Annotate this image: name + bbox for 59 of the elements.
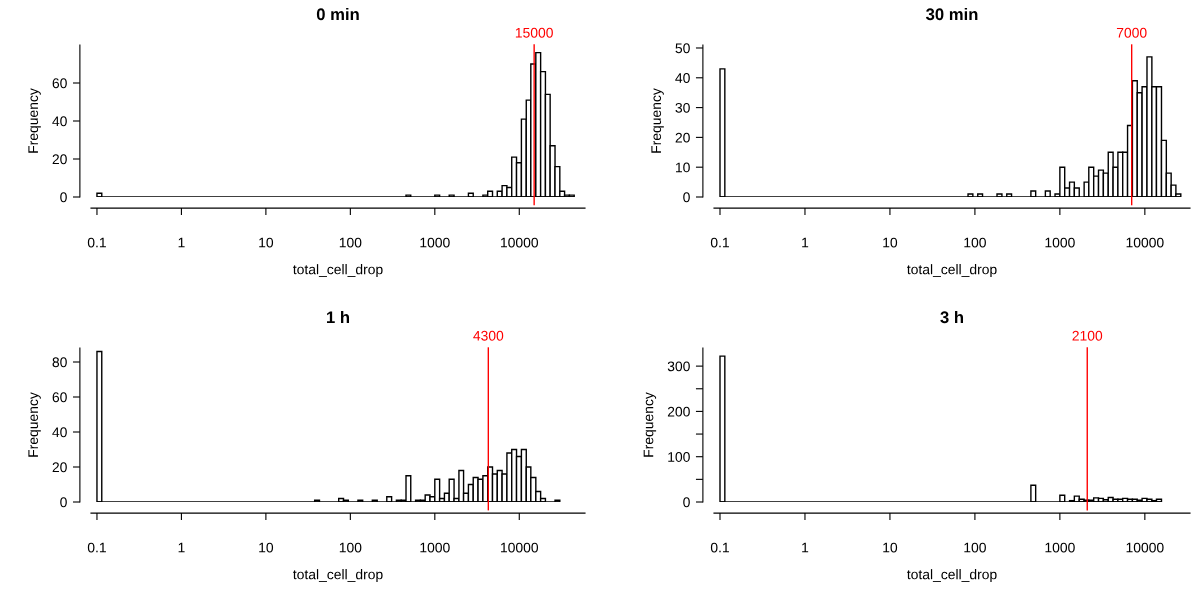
y-tick-label: 40 (52, 427, 67, 438)
y-axis-title: Frequency (651, 88, 664, 153)
y-axis-title: Frequency (28, 88, 41, 153)
x-tick-label: 1 (178, 542, 185, 553)
y-tick-label: 80 (52, 357, 67, 368)
x-tick-label: 10 (883, 542, 898, 553)
y-tick-label: 40 (675, 73, 690, 83)
y-tick-label: 0 (683, 192, 690, 203)
x-tick-label: 0.1 (87, 542, 106, 553)
y-tick-label: 60 (52, 78, 67, 89)
y-tick-label: 0 (683, 497, 690, 508)
x-tick-label: 10 (259, 237, 274, 248)
ref-line-label: 15000 (515, 27, 553, 38)
y-tick-label: 200 (667, 406, 690, 417)
x-axis-title: total_cell_drop (293, 569, 383, 583)
y-axis-title: Frequency (28, 392, 41, 457)
x-tick-label: 0.1 (87, 237, 106, 248)
x-axis-title: total_cell_drop (907, 569, 997, 583)
x-tick-label: 1000 (1045, 237, 1075, 248)
chart-title: 30 min (925, 7, 978, 21)
x-tick-label: 0.1 (710, 542, 729, 553)
x-tick-label: 10 (883, 237, 898, 248)
y-axis-title: Frequency (643, 392, 657, 457)
x-axis-title: total_cell_drop (293, 264, 383, 278)
y-tick-label: 20 (675, 132, 690, 143)
ref-line-label: 4300 (473, 330, 504, 341)
y-tick-label: 300 (667, 361, 690, 372)
x-tick-label: 1 (802, 237, 809, 248)
y-tick-label: 0 (60, 192, 67, 203)
x-tick-label: 1 (178, 237, 185, 248)
x-tick-label: 10000 (1126, 542, 1164, 553)
x-tick-label: 100 (964, 542, 986, 553)
y-tick-label: 0 (60, 497, 67, 508)
y-tick-label: 50 (675, 43, 690, 54)
ref-line-label: 7000 (1116, 27, 1147, 38)
x-tick-label: 100 (339, 542, 362, 553)
chart-title: 3 h (940, 310, 964, 324)
y-tick-label: 20 (52, 462, 67, 473)
ref-line-label: 2100 (1072, 330, 1103, 341)
y-tick-label: 10 (676, 162, 690, 173)
x-tick-label: 10000 (1126, 237, 1164, 248)
x-tick-label: 10 (259, 542, 274, 553)
x-axis-title: total_cell_drop (907, 264, 997, 278)
x-tick-label: 10000 (501, 542, 539, 553)
x-tick-label: 1000 (420, 237, 450, 248)
x-tick-label: 1000 (420, 542, 450, 553)
x-tick-label: 1 (802, 542, 809, 553)
x-tick-label: 1000 (1045, 542, 1075, 553)
y-tick-label: 20 (52, 154, 67, 165)
x-tick-label: 100 (964, 237, 986, 248)
y-tick-label: 40 (52, 116, 67, 127)
x-tick-label: 10000 (501, 237, 539, 248)
x-tick-label: 0.1 (710, 237, 729, 248)
y-tick-label: 30 (675, 102, 690, 113)
chart-title: 0 min (316, 7, 359, 21)
chart-title: 1 h (327, 310, 350, 323)
x-tick-label: 100 (339, 237, 362, 248)
y-tick-label: 60 (52, 392, 67, 403)
y-tick-label: 100 (668, 452, 690, 462)
